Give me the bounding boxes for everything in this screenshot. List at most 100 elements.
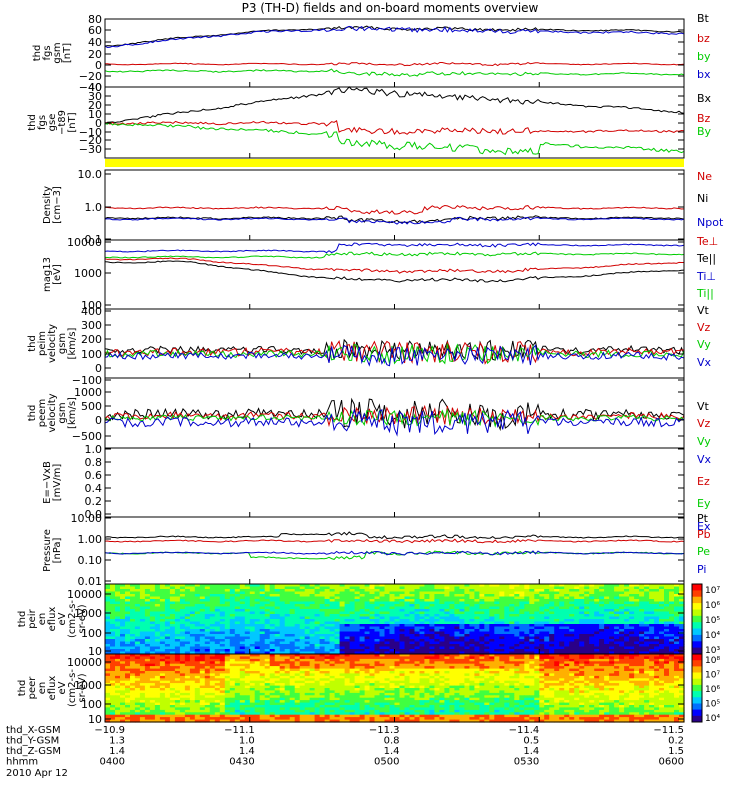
heatmap-cell: [125, 656, 131, 660]
heatmap-cell: [674, 636, 680, 640]
heatmap-cell: [284, 591, 291, 595]
heatmap-cell: [164, 678, 171, 682]
heatmap-cell: [234, 678, 241, 682]
heatmap-cell: [214, 666, 221, 670]
heatmap-cell: [259, 614, 266, 618]
heatmap-cell: [469, 591, 475, 595]
heatmap-cell: [144, 675, 151, 679]
heatmap-cell: [609, 624, 615, 628]
heatmap-cell: [125, 609, 131, 613]
heatmap-cell: [374, 586, 381, 590]
heatmap-cell: [384, 651, 391, 655]
heatmap-cell: [539, 611, 545, 615]
heatmap-cell: [654, 591, 660, 595]
heatmap-cell: [584, 634, 590, 638]
heatmap-cell: [589, 609, 595, 613]
heatmap-cell: [424, 641, 430, 645]
heatmap-cell: [514, 644, 520, 648]
heatmap-cell: [314, 680, 321, 684]
heatmap-cell: [339, 673, 346, 677]
heatmap-cell: [534, 651, 540, 655]
heatmap-cell: [649, 651, 655, 655]
heatmap-cell: [289, 619, 296, 623]
y-tick-label: 200: [81, 333, 102, 346]
heatmap-cell: [110, 671, 116, 674]
heatmap-cell: [604, 646, 610, 650]
heatmap-cell: [229, 675, 236, 679]
heatmap-cell: [544, 666, 550, 670]
heatmap-cell: [130, 611, 136, 615]
heatmap-cell: [179, 654, 186, 657]
heatmap-cell: [444, 636, 450, 640]
heatmap-cell: [329, 663, 336, 667]
heatmap-cell: [379, 675, 386, 679]
heatmap-cell: [369, 626, 376, 630]
heatmap-cell: [394, 586, 401, 590]
heatmap-cell: [454, 678, 460, 682]
heatmap-cell: [629, 604, 635, 608]
heatmap-cell: [499, 601, 505, 605]
heatmap-cell: [154, 591, 161, 595]
heatmap-cell: [319, 671, 326, 674]
heatmap-cell: [524, 601, 530, 605]
heatmap-cell: [384, 616, 391, 620]
heatmap-cell: [354, 584, 361, 588]
y-tick-label: −20: [79, 134, 102, 147]
heatmap-cell: [454, 636, 460, 640]
heatmap-cell: [609, 646, 615, 650]
heatmap-cell: [534, 606, 540, 610]
heatmap-cell: [429, 616, 435, 620]
heatmap-cell: [110, 616, 116, 620]
heatmap-cell: [444, 594, 450, 598]
heatmap-cell: [519, 661, 525, 665]
heatmap-cell: [499, 639, 505, 643]
heatmap-cell: [484, 680, 490, 684]
heatmap-cell: [274, 599, 281, 603]
heatmap-cell: [199, 654, 206, 657]
heatmap-cell: [464, 606, 470, 610]
heatmap-cell: [564, 609, 570, 613]
heatmap-cell: [444, 604, 450, 608]
heatmap-cell: [324, 631, 331, 635]
heatmap-cell: [484, 619, 490, 623]
heatmap-cell: [579, 646, 585, 650]
heatmap-cell: [314, 651, 321, 655]
heatmap-cell: [594, 601, 600, 605]
heatmap-cell: [544, 614, 550, 618]
heatmap-cell: [339, 606, 346, 610]
heatmap-cell: [229, 649, 236, 653]
heatmap-cell: [254, 639, 261, 643]
heatmap-cell: [284, 680, 291, 684]
heatmap-cell: [159, 651, 166, 655]
heatmap-cell: [164, 621, 171, 625]
heatmap-cell: [304, 654, 311, 657]
heatmap-cell: [289, 634, 296, 638]
y-axis-label-line: velocity: [47, 393, 58, 432]
heatmap-cell: [284, 658, 291, 662]
heatmap-cell: [559, 619, 565, 623]
heatmap-cell: [294, 624, 301, 628]
heatmap-cell: [664, 609, 670, 613]
heatmap-cell: [404, 651, 411, 655]
heatmap-cell: [339, 629, 346, 633]
heatmap-cell: [110, 624, 116, 628]
heatmap-cell: [659, 641, 665, 645]
heatmap-cell: [494, 658, 500, 662]
heatmap-cell: [179, 666, 186, 670]
heatmap-cell: [564, 596, 570, 600]
heatmap-cell: [404, 601, 411, 605]
heatmap-cell: [424, 639, 430, 643]
heatmap-cell: [679, 639, 685, 643]
heatmap-cell: [259, 606, 266, 610]
heatmap-cell: [169, 656, 176, 660]
heatmap-cell: [374, 609, 381, 613]
heatmap-cell: [284, 678, 291, 682]
heatmap-cell: [569, 673, 575, 677]
heatmap-cell: [534, 589, 540, 593]
heatmap-cell: [459, 606, 465, 610]
heatmap-cell: [524, 671, 530, 674]
heatmap-cell: [169, 641, 176, 645]
heatmap-cell: [299, 584, 306, 588]
